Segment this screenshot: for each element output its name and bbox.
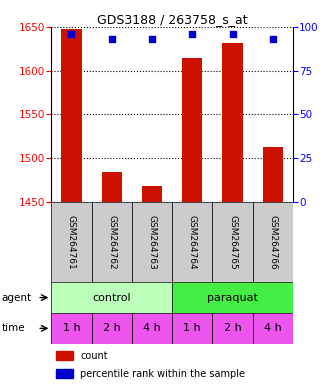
- Bar: [142, 186, 162, 202]
- Bar: [61, 29, 81, 202]
- Point: [149, 36, 155, 42]
- Text: 2 h: 2 h: [224, 323, 241, 333]
- Point: [109, 36, 115, 42]
- Text: GSM264762: GSM264762: [107, 215, 116, 269]
- Text: GSM264763: GSM264763: [148, 215, 157, 269]
- Text: time: time: [2, 323, 25, 333]
- Bar: [172, 313, 213, 344]
- Text: count: count: [80, 351, 108, 361]
- Text: GSM264764: GSM264764: [188, 215, 197, 269]
- Bar: [132, 313, 172, 344]
- Bar: [51, 282, 172, 313]
- Text: 4 h: 4 h: [264, 323, 282, 333]
- Point: [69, 31, 74, 37]
- Bar: [253, 202, 293, 282]
- Text: 1 h: 1 h: [183, 323, 201, 333]
- Text: GSM264766: GSM264766: [268, 215, 277, 269]
- Bar: [92, 202, 132, 282]
- Point: [190, 31, 195, 37]
- Text: 4 h: 4 h: [143, 323, 161, 333]
- Bar: [56, 351, 73, 360]
- Text: GSM264765: GSM264765: [228, 215, 237, 269]
- Bar: [102, 172, 122, 202]
- Point: [230, 31, 235, 37]
- Title: GDS3188 / 263758_s_at: GDS3188 / 263758_s_at: [97, 13, 248, 26]
- Bar: [253, 313, 293, 344]
- Bar: [172, 202, 213, 282]
- Point: [270, 36, 275, 42]
- Text: paraquat: paraquat: [207, 293, 258, 303]
- Bar: [92, 313, 132, 344]
- Text: percentile rank within the sample: percentile rank within the sample: [80, 369, 245, 379]
- Text: 2 h: 2 h: [103, 323, 120, 333]
- Text: control: control: [92, 293, 131, 303]
- Bar: [56, 369, 73, 379]
- Bar: [213, 313, 253, 344]
- Bar: [51, 313, 92, 344]
- Bar: [172, 282, 293, 313]
- Bar: [51, 202, 92, 282]
- Bar: [182, 58, 202, 202]
- Bar: [213, 202, 253, 282]
- Text: agent: agent: [2, 293, 32, 303]
- Text: 1 h: 1 h: [63, 323, 80, 333]
- Bar: [263, 147, 283, 202]
- Bar: [132, 202, 172, 282]
- Text: GSM264761: GSM264761: [67, 215, 76, 269]
- Bar: [222, 43, 243, 202]
